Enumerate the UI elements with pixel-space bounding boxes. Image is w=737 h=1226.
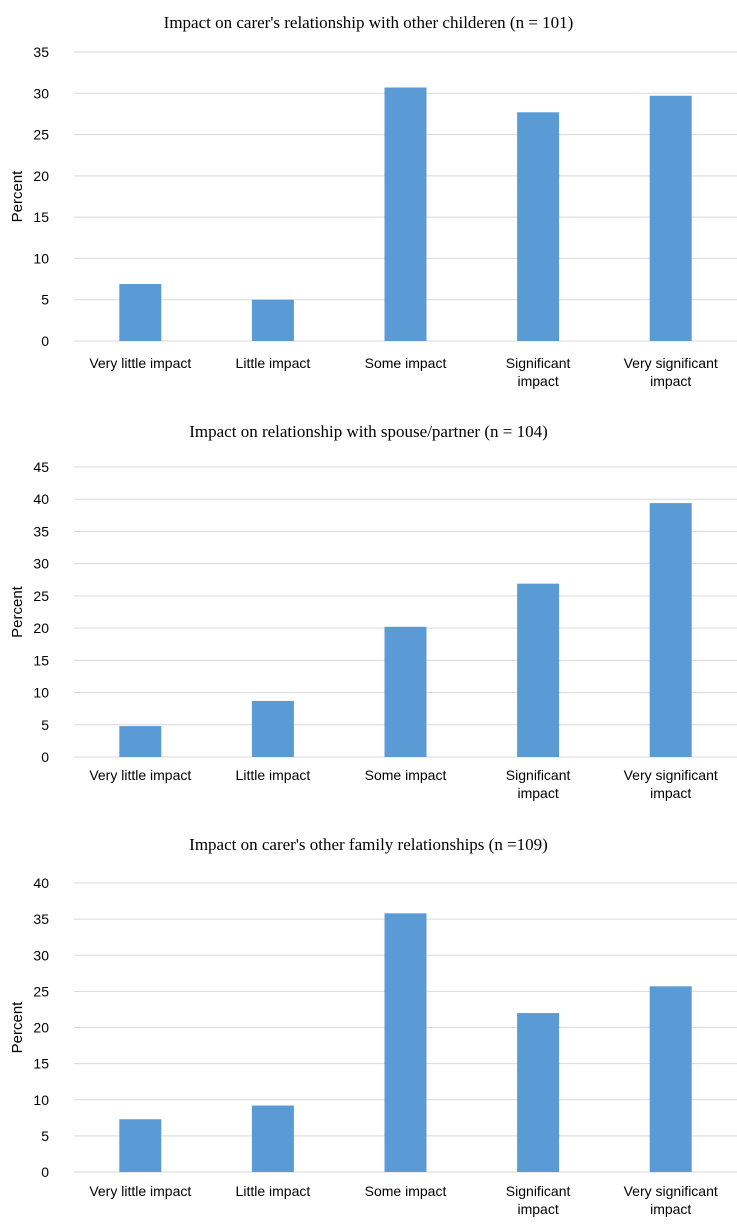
y-tick-label: 0 <box>41 749 49 765</box>
x-category-label: Very significant impact <box>624 355 718 389</box>
y-tick-label: 0 <box>41 333 49 349</box>
bar-4 <box>517 112 560 341</box>
bar-3 <box>384 913 427 1172</box>
x-category-label: Very significant impact <box>624 767 718 801</box>
y-tick-label: 10 <box>33 1092 49 1108</box>
y-tick-label: 15 <box>33 209 49 225</box>
bar-1 <box>119 726 162 757</box>
bar-5 <box>649 95 692 342</box>
bar-1 <box>119 284 162 341</box>
bar-1 <box>119 1119 162 1172</box>
chart-title: Impact on relationship with spouse/partn… <box>189 422 547 441</box>
bar-4 <box>517 1013 560 1172</box>
chart-panel-2: Impact on relationship with spouse/partn… <box>0 410 737 820</box>
x-category-label: Some impact <box>365 355 447 371</box>
x-category-label: Very significant impact <box>624 1183 718 1217</box>
y-tick-label: 20 <box>33 620 49 636</box>
y-tick-label: 25 <box>33 127 49 143</box>
y-tick-label: 35 <box>33 44 49 60</box>
x-category-label: Little impact <box>236 767 311 783</box>
y-axis-label: Percent <box>9 170 26 223</box>
x-category-label: Significant impact <box>506 355 571 389</box>
y-tick-label: 30 <box>33 947 49 963</box>
chart-title: Impact on carer's relationship with othe… <box>164 13 574 32</box>
y-tick-label: 25 <box>33 588 49 604</box>
chart-title: Impact on carer's other family relations… <box>189 835 548 854</box>
x-category-label: Little impact <box>236 355 311 371</box>
chart-family-relationships: Impact on carer's other family relations… <box>9 835 737 1217</box>
bar-3 <box>384 87 427 342</box>
x-category-label: Significant impact <box>506 1183 571 1217</box>
y-tick-label: 20 <box>33 1020 49 1036</box>
bar-5 <box>649 503 692 757</box>
y-tick-label: 40 <box>33 875 49 891</box>
y-tick-label: 30 <box>33 556 49 572</box>
bar-5 <box>649 986 692 1172</box>
x-category-label: Very little impact <box>89 1183 191 1199</box>
x-category-label: Significant impact <box>506 767 571 801</box>
bar-2 <box>251 299 294 341</box>
y-tick-label: 10 <box>33 685 49 701</box>
bar-2 <box>251 700 294 757</box>
chart-panel-1: Impact on carer's relationship with othe… <box>0 0 737 390</box>
y-tick-label: 40 <box>33 491 49 507</box>
x-category-label: Little impact <box>236 1183 311 1199</box>
x-category-label: Very little impact <box>89 355 191 371</box>
y-tick-label: 35 <box>33 911 49 927</box>
y-axis-label: Percent <box>9 585 26 638</box>
chart-spouse-relationship: Impact on relationship with spouse/partn… <box>9 422 737 801</box>
y-tick-label: 45 <box>33 459 49 475</box>
y-tick-label: 25 <box>33 983 49 999</box>
y-tick-label: 5 <box>41 292 49 308</box>
bar-3 <box>384 626 427 757</box>
bar-2 <box>251 1105 294 1172</box>
y-tick-label: 5 <box>41 717 49 733</box>
chart-panel-3: Impact on carer's other family relations… <box>0 826 737 1226</box>
y-tick-label: 30 <box>33 85 49 101</box>
bar-4 <box>517 583 560 757</box>
y-tick-label: 20 <box>33 168 49 184</box>
chart-children-relationship: Impact on carer's relationship with othe… <box>9 13 737 389</box>
y-tick-label: 15 <box>33 652 49 668</box>
x-category-label: Some impact <box>365 1183 447 1199</box>
x-category-label: Very little impact <box>89 767 191 783</box>
y-tick-label: 15 <box>33 1056 49 1072</box>
y-tick-label: 5 <box>41 1128 49 1144</box>
y-tick-label: 0 <box>41 1164 49 1180</box>
x-category-label: Some impact <box>365 767 447 783</box>
y-axis-label: Percent <box>9 1001 26 1054</box>
y-tick-label: 35 <box>33 523 49 539</box>
y-tick-label: 10 <box>33 250 49 266</box>
